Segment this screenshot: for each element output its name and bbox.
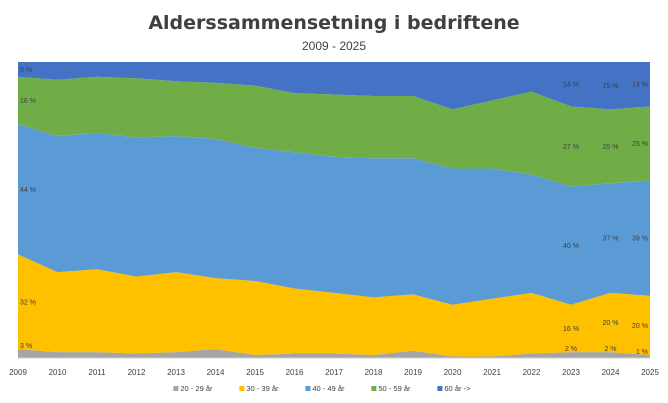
data-label-2023-s0: 2 % xyxy=(565,346,577,353)
data-label-2009-s4: 5 % xyxy=(20,67,32,74)
area-layers xyxy=(18,62,650,358)
data-label-2009-s0: 3 % xyxy=(20,343,32,350)
data-label-2009-s1: 32 % xyxy=(20,299,36,306)
x-tick-2016: 2016 xyxy=(286,368,304,377)
legend-swatch xyxy=(239,386,245,391)
data-label-2025-s3: 25 % xyxy=(632,141,648,148)
data-label-2024-s1: 20 % xyxy=(603,320,619,327)
data-label-2025-s4: 14 % xyxy=(632,82,648,89)
chart-title: Alderssammensetning i bedriftene xyxy=(148,12,519,34)
legend-item-20-29-r: 20 - 29 år xyxy=(173,384,213,393)
legend-label: 50 - 59 år xyxy=(378,384,411,393)
x-tick-2017: 2017 xyxy=(325,368,343,377)
x-tick-2023: 2023 xyxy=(562,368,580,377)
legend-swatch xyxy=(437,386,443,391)
legend: 20 - 29 år 30 - 39 år 40 - 49 år 50 - 59 år… xyxy=(173,384,471,393)
data-label-2009-s3: 16 % xyxy=(20,98,36,105)
legend-label: 30 - 39 år xyxy=(246,384,279,393)
legend-swatch xyxy=(371,386,377,391)
legend-item-30-39-r: 30 - 39 år xyxy=(239,384,279,393)
x-tick-2010: 2010 xyxy=(49,368,67,377)
x-tick-2024: 2024 xyxy=(602,368,620,377)
x-tick-2018: 2018 xyxy=(365,368,383,377)
data-label-2024-s0: 2 % xyxy=(604,346,616,353)
chart-subtitle: 2009 - 2025 xyxy=(302,39,366,53)
x-tick-2019: 2019 xyxy=(404,368,422,377)
legend-label: 60 år -> xyxy=(444,384,471,393)
legend-swatch xyxy=(305,386,311,391)
data-label-2024-s4: 15 % xyxy=(603,83,619,90)
data-label-2009-s2: 44 % xyxy=(20,187,36,194)
legend-swatch xyxy=(173,386,179,391)
data-label-2025-s0: 1 % xyxy=(636,349,648,356)
x-tick-labels: 2009 2010 2011 2012 2013 2014 2015 2016 2017 2018… xyxy=(9,368,659,377)
area-40-49-r xyxy=(18,124,650,305)
x-tick-2015: 2015 xyxy=(246,368,264,377)
data-label-2025-s2: 39 % xyxy=(632,236,648,243)
legend-label: 20 - 29 år xyxy=(180,384,213,393)
area-50-59-r xyxy=(18,76,650,187)
data-label-2023-s3: 27 % xyxy=(563,144,579,151)
x-tick-2013: 2013 xyxy=(167,368,185,377)
data-labels: 5 % 16 % 44 % 32 % 3 % 14 % 27 % 40 % 16 % 2 % 15 … xyxy=(20,67,648,356)
area-60-r xyxy=(18,62,650,110)
x-tick-2022: 2022 xyxy=(523,368,541,377)
x-tick-2009: 2009 xyxy=(9,368,27,377)
data-label-2023-s1: 16 % xyxy=(563,326,579,333)
legend-item-40-49-r: 40 - 49 år xyxy=(305,384,345,393)
x-tick-2020: 2020 xyxy=(444,368,462,377)
legend-item-50-59-r: 50 - 59 år xyxy=(371,384,411,393)
data-label-2025-s1: 20 % xyxy=(632,323,648,330)
x-tick-2021: 2021 xyxy=(483,368,501,377)
legend-item-60-r: 60 år -> xyxy=(437,384,471,393)
data-label-2023-s2: 40 % xyxy=(563,243,579,250)
area-30-39-r xyxy=(18,254,650,357)
x-tick-2014: 2014 xyxy=(207,368,225,377)
x-tick-2025: 2025 xyxy=(641,368,659,377)
legend-label: 40 - 49 år xyxy=(312,384,345,393)
x-tick-2012: 2012 xyxy=(128,368,146,377)
data-label-2023-s4: 14 % xyxy=(563,82,579,89)
data-label-2024-s3: 25 % xyxy=(603,144,619,151)
data-label-2024-s2: 37 % xyxy=(603,236,619,243)
x-tick-2011: 2011 xyxy=(88,368,106,377)
